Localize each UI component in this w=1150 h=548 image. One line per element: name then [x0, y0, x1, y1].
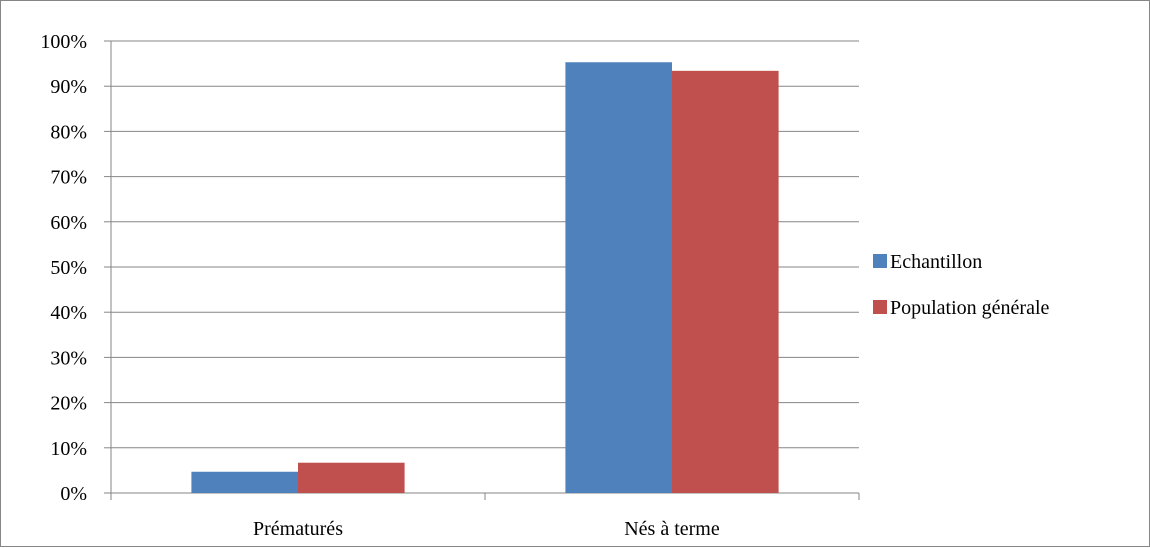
x-category-label: Prématurés [253, 518, 343, 540]
x-category-label: Nés à terme [624, 518, 720, 540]
y-tick-label: 60% [50, 212, 87, 234]
y-tick-label: 70% [50, 167, 87, 189]
y-tick-label: 30% [50, 347, 87, 369]
legend-label: Population générale [890, 297, 1050, 319]
y-tick-label: 80% [50, 121, 87, 143]
y-tick-label: 100% [40, 31, 87, 53]
legend-swatch [873, 254, 887, 268]
legend-label: Echantillon [890, 251, 982, 273]
bar [191, 471, 298, 493]
y-tick-label: 50% [50, 257, 87, 279]
y-tick-label: 10% [50, 438, 87, 460]
y-tick-label: 90% [50, 76, 87, 98]
y-tick-label: 20% [50, 393, 87, 415]
y-tick-label: 40% [50, 302, 87, 324]
y-tick-label: 0% [60, 483, 87, 505]
bar [672, 70, 779, 493]
bar [565, 62, 672, 494]
bar [298, 462, 405, 493]
legend-swatch [873, 300, 887, 314]
